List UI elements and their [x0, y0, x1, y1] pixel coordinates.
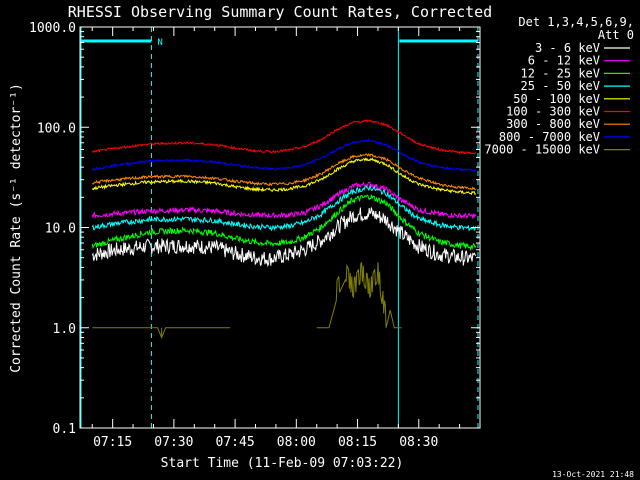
series-line-5	[91, 119, 477, 155]
legend-header-detectors: Det 1,3,4,5,6,9,	[518, 15, 634, 29]
y-tick-label: 1000.0	[29, 21, 76, 36]
series-line-2	[91, 194, 477, 251]
y-tick-label: 0.1	[53, 422, 76, 437]
x-axis-label: Start Time (11-Feb-09 07:03:22)	[161, 456, 404, 471]
series-line-7	[91, 138, 477, 173]
chart-title: RHESSI Observing Summary Count Rates, Co…	[68, 3, 492, 21]
x-tick-label: 08:00	[277, 435, 316, 450]
series-line-0	[91, 207, 477, 268]
y-tick-label: 1.0	[53, 322, 76, 337]
x-axis: 07:15 07:30 07:45 08:00 08:15 08:30	[91, 27, 481, 450]
series-line-3	[91, 184, 477, 232]
legend-label: 300 - 800 keV	[506, 117, 600, 131]
legend-label: 6 - 12 keV	[528, 54, 600, 68]
x-tick-label: 07:30	[154, 435, 193, 450]
x-tick-label: 08:15	[338, 435, 377, 450]
legend-label: 3 - 6 keV	[535, 41, 600, 55]
legend-label: 25 - 50 keV	[521, 79, 600, 93]
series-line-8	[316, 262, 402, 329]
series-line-4	[91, 157, 477, 196]
night-marker-label: N	[157, 38, 162, 48]
series-group	[91, 119, 477, 339]
y-tick-label: 10.0	[45, 222, 76, 237]
y-axis-label: Corrected Count Rate (s⁻¹ detector⁻¹)	[9, 83, 24, 373]
series-line-6	[91, 153, 476, 191]
legend-label: 50 - 100 keV	[513, 92, 600, 106]
legend-label: 100 - 300 keV	[506, 105, 600, 119]
legend-label: 7000 - 15000 keV	[484, 143, 600, 157]
legend-header-attenuator: Att 0	[598, 28, 634, 42]
x-tick-label: 07:15	[93, 435, 132, 450]
series-line-1	[91, 181, 477, 220]
x-tick-label: 07:45	[216, 435, 255, 450]
y-axis: 0.1 1.0 10.0 100.0 1000.0	[29, 21, 480, 437]
footer-timestamp: 13-Oct-2021 21:48	[552, 470, 634, 479]
y-tick-label: 100.0	[37, 121, 76, 136]
x-tick-label: 08:30	[399, 435, 438, 450]
legend-label: 800 - 7000 keV	[499, 130, 600, 144]
legend-label: 12 - 25 keV	[521, 66, 600, 80]
